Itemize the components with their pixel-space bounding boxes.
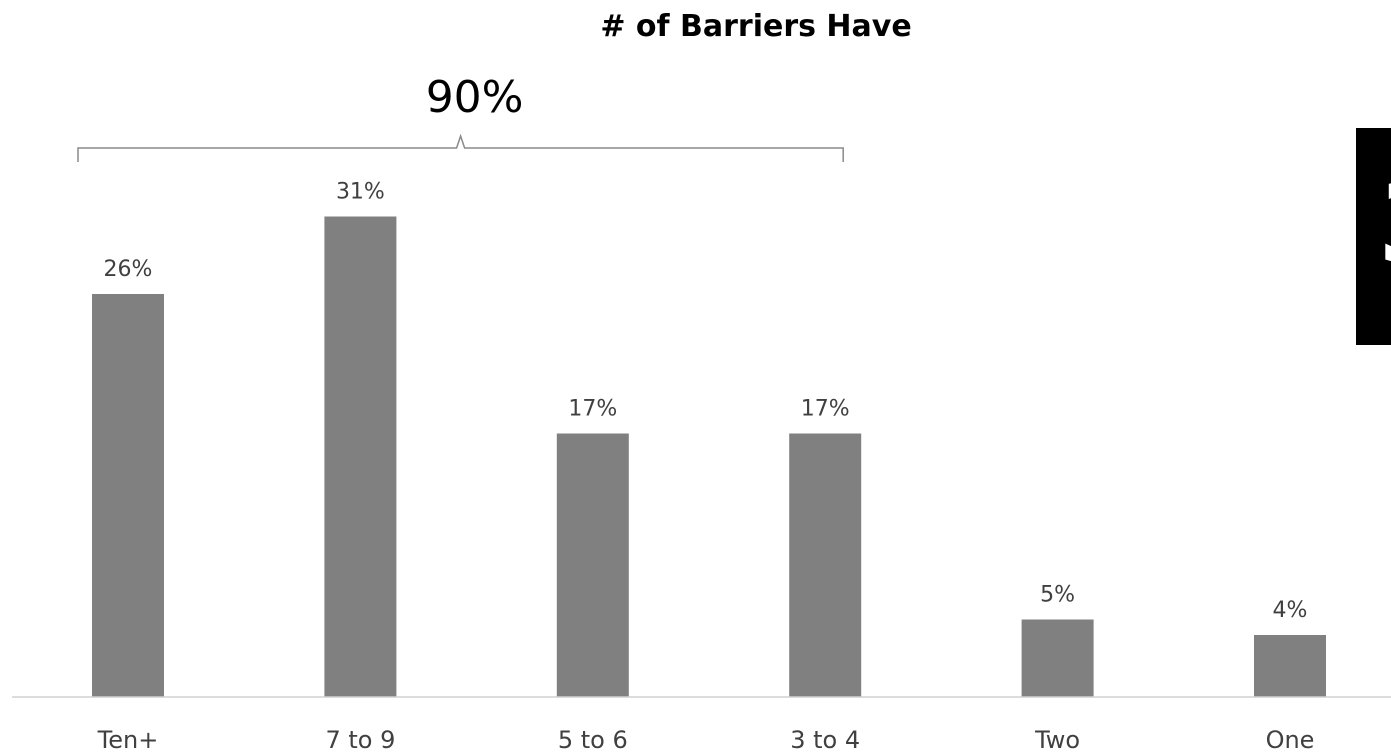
tick-label-0: Ten+	[97, 726, 159, 753]
tick-label-1: 7 to 9	[325, 726, 395, 753]
data-label-2: 17%	[568, 397, 617, 422]
chart-title: # of Barriers Have	[600, 9, 911, 44]
bar-3	[789, 433, 862, 697]
tick-label-5: One	[1266, 726, 1315, 753]
data-label-1: 31%	[336, 180, 385, 205]
bars	[92, 216, 1326, 697]
data-label-3: 17%	[801, 397, 850, 422]
bar-5	[1254, 635, 1326, 697]
side-panel: 3	[1356, 128, 1391, 345]
tick-label-2: 5 to 6	[558, 726, 628, 753]
category-labels: Ten+ 7 to 9 5 to 6 3 to 4 Two One	[97, 726, 1315, 753]
bar-2	[556, 433, 629, 697]
bar-0	[92, 294, 164, 697]
bracket-label: 90%	[426, 72, 524, 123]
data-label-5: 4%	[1273, 598, 1308, 623]
side-panel-digit: 3	[1378, 160, 1391, 288]
bracket-annotation: 90%	[77, 72, 844, 162]
bar-4	[1021, 619, 1094, 697]
tick-label-4: Two	[1034, 726, 1080, 753]
data-label-4: 5%	[1040, 583, 1075, 608]
data-labels: 26% 31% 17% 17% 5% 4%	[104, 180, 1308, 624]
bracket-line	[77, 133, 844, 162]
tick-label-3: 3 to 4	[790, 726, 860, 753]
data-label-0: 26%	[104, 257, 153, 282]
bar-1	[324, 216, 397, 697]
side-panel-background	[1356, 128, 1391, 345]
